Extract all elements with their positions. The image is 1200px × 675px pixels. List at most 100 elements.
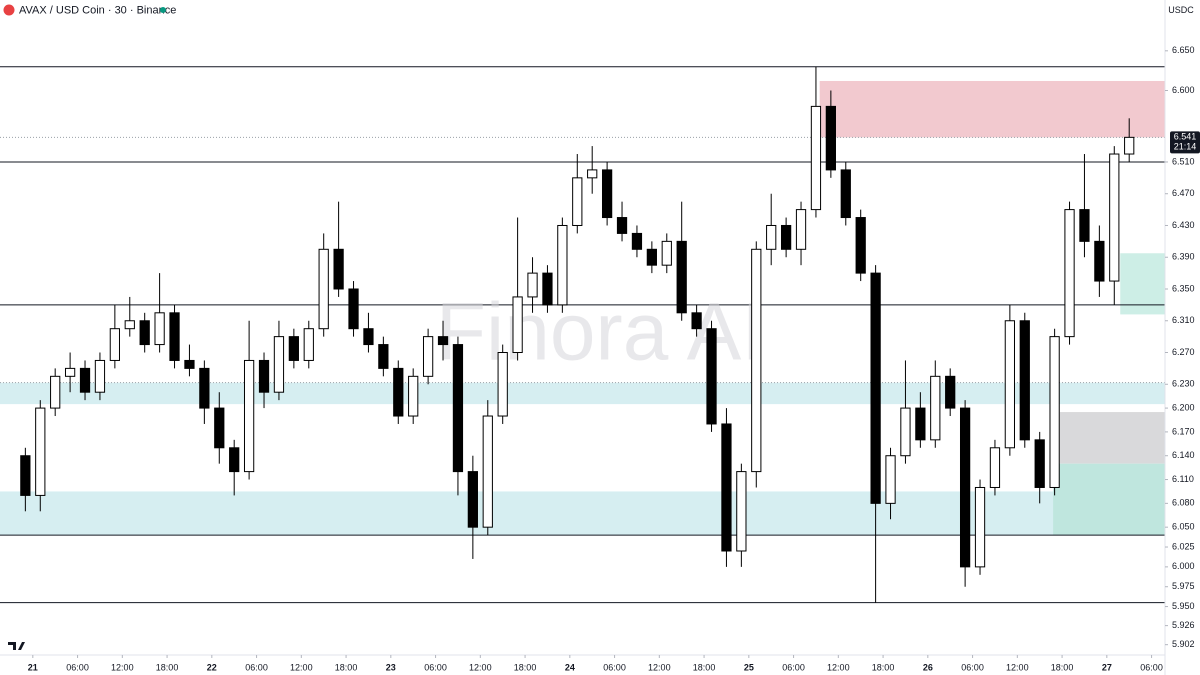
candle-body — [482, 415, 493, 528]
candle-body — [79, 367, 91, 393]
candle-body — [751, 248, 762, 473]
y-tick-label: 6.650 — [1172, 45, 1195, 55]
x-tick-label: 25 — [744, 662, 754, 672]
zone — [0, 491, 1165, 536]
candle-body — [199, 367, 210, 409]
candle-body — [154, 312, 165, 346]
candles — [20, 66, 1135, 603]
candle-body — [601, 169, 613, 219]
currency: USDC — [1168, 5, 1194, 15]
x-tick-label: 06:00 — [245, 662, 268, 672]
x-tick-label: 18:00 — [872, 662, 895, 672]
candle-body — [721, 423, 732, 552]
candle-body — [184, 359, 195, 369]
candle-body — [572, 177, 583, 226]
candle-body — [437, 336, 449, 346]
candle-body — [139, 320, 150, 346]
zone — [1053, 463, 1165, 536]
candle-body — [974, 486, 986, 568]
candle-body — [497, 352, 508, 417]
candle-body — [109, 328, 120, 361]
candle-body — [467, 471, 478, 528]
candle-body — [288, 336, 299, 361]
y-tick-label: 6.025 — [1172, 541, 1195, 551]
candle-body — [214, 407, 225, 449]
x-tick-label: 18:00 — [514, 662, 537, 672]
candle-body — [527, 272, 538, 298]
y-tick-label: 6.600 — [1172, 85, 1195, 95]
axes: 6.650 6.600 6.510 6.470 6.430 6.390 6.350 6.310… — [28, 45, 1200, 672]
current-price-label: 6.541 — [1174, 132, 1197, 142]
y-tick-label: 6.470 — [1172, 188, 1195, 198]
candle-body — [64, 367, 76, 377]
x-tick-label: 12:00 — [290, 662, 313, 672]
y-tick-label: 6.050 — [1172, 522, 1195, 532]
candle-body — [1034, 439, 1045, 488]
candle-body — [780, 224, 792, 250]
candle-body — [945, 375, 956, 409]
candle-body — [50, 375, 61, 409]
x-tick-label: 06:00 — [424, 662, 447, 672]
candle-body — [825, 105, 836, 171]
zone — [819, 80, 1165, 138]
y-tick-label: 6.200 — [1172, 402, 1195, 412]
candle-body — [557, 224, 568, 306]
candle-body — [661, 240, 672, 266]
candle-body — [1049, 336, 1060, 488]
candle-body — [616, 217, 628, 234]
candle-body — [229, 447, 240, 473]
y-tick-label: 6.000 — [1172, 561, 1195, 571]
candle-body — [900, 407, 911, 457]
x-tick-label: 22 — [207, 662, 217, 672]
x-tick-label: 26 — [923, 662, 933, 672]
candle-body — [1019, 320, 1030, 441]
candle-body — [243, 359, 255, 473]
y-tick-label: 6.270 — [1172, 347, 1195, 357]
x-tick-label: 12:00 — [648, 662, 671, 672]
x-tick-label: 21 — [28, 662, 38, 672]
candle-body — [1079, 209, 1090, 242]
candle-body — [959, 407, 971, 568]
candle-body — [1064, 209, 1075, 338]
candle-body — [646, 248, 657, 266]
candle-body — [795, 209, 807, 250]
y-tick-label: 6.350 — [1172, 283, 1195, 293]
zone — [1059, 412, 1165, 464]
y-tick-label: 6.430 — [1172, 220, 1195, 230]
tv-logo — [8, 642, 25, 650]
candle-body — [348, 288, 359, 330]
x-tick-label: 06:00 — [961, 662, 984, 672]
candle-body — [870, 272, 881, 504]
candle-body — [1109, 153, 1120, 282]
y-tick-label: 5.950 — [1172, 601, 1195, 611]
x-tick-label: 23 — [386, 662, 396, 672]
candle-body — [512, 296, 523, 354]
x-tick-label: 18:00 — [156, 662, 179, 672]
candle-body — [452, 344, 464, 473]
candle-body — [303, 328, 314, 361]
x-tick-label: 18:00 — [335, 662, 358, 672]
candle-body — [124, 320, 135, 330]
candle-body — [989, 447, 1001, 488]
current-price-badge — [1170, 131, 1200, 154]
candle-body — [676, 240, 687, 314]
candle-body — [810, 105, 822, 211]
x-tick-label: 12:00 — [469, 662, 492, 672]
candle-body — [333, 248, 344, 290]
candle-body — [706, 328, 717, 425]
x-tick-label: 18:00 — [1051, 662, 1074, 672]
x-tick-label: 06:00 — [603, 662, 626, 672]
y-tick-label: 6.310 — [1172, 315, 1195, 325]
x-tick-label: 12:00 — [1006, 662, 1029, 672]
candle-body — [20, 455, 31, 496]
y-tick-label: 5.975 — [1172, 581, 1195, 591]
candle-body — [378, 344, 389, 369]
coin-icon — [3, 4, 15, 16]
candle-body — [318, 248, 329, 330]
candle-body — [1124, 136, 1135, 155]
candle-body — [408, 375, 419, 417]
candle-body — [766, 224, 777, 250]
candle-body — [363, 328, 374, 346]
y-tick-label: 6.140 — [1172, 450, 1195, 460]
